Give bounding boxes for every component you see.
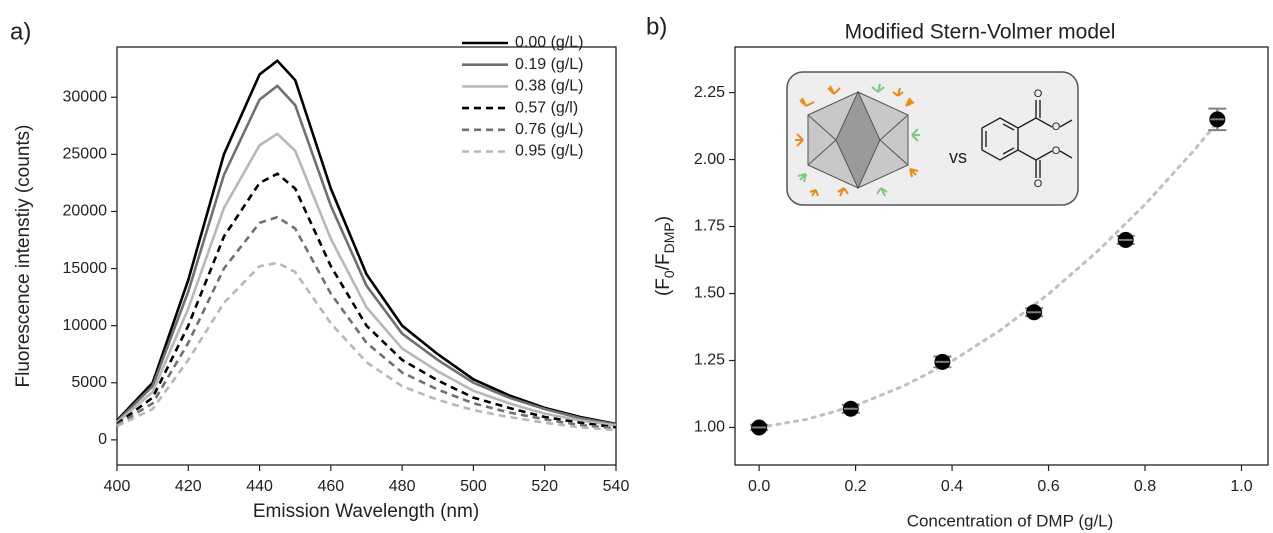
x-tick-label: 0.2: [844, 478, 866, 495]
inset: vs O O O O: [786, 71, 1079, 206]
x-tick-label: 1.0: [1230, 478, 1252, 495]
legend-label: 0.19 (g/L): [515, 56, 583, 73]
x-tick-label: 0.8: [1134, 478, 1156, 495]
x-axis-label: Concentration of DMP (g/L): [907, 511, 1114, 530]
series-line: [116, 261, 617, 432]
series-line: [116, 172, 617, 429]
series-line: [116, 132, 617, 427]
x-tick-label: 480: [389, 478, 416, 495]
y-tick-label: 1.75: [694, 218, 725, 235]
x-tick-label: 540: [603, 478, 630, 495]
plot-frame: [734, 46, 1269, 466]
y-tick-label: 1.00: [694, 419, 725, 436]
y-tick-label: 15000: [63, 260, 108, 277]
y-label-part: (F: [653, 278, 674, 296]
x-tick-label: 400: [104, 478, 131, 495]
x-tick-label: 0.0: [748, 478, 770, 495]
x-tick-label: 500: [460, 478, 487, 495]
antibodies: [795, 83, 920, 197]
atom-label: O: [1052, 121, 1061, 133]
chart-title: Modified Stern-Volmer model: [845, 21, 1116, 44]
y-tick-label: 20000: [63, 203, 108, 220]
series-line: [116, 58, 617, 426]
x-tick-label: 0.6: [1037, 478, 1059, 495]
y-tick-label: 1.50: [694, 285, 725, 302]
atom-label: O: [1052, 145, 1061, 157]
molecule: [981, 100, 1073, 178]
panel-label: a): [10, 18, 31, 45]
y-label-part: /F: [653, 253, 674, 270]
atom-label: O: [1034, 88, 1043, 100]
x-tick-label: 440: [246, 478, 273, 495]
legend-label: 0.00 (g/L): [515, 34, 583, 51]
y-tick-label: 25000: [63, 146, 108, 163]
panel-label: b): [646, 13, 667, 40]
x-tick-label: 520: [531, 478, 558, 495]
y-label-part: ): [653, 216, 674, 222]
legend-label: 0.57 (g/l): [515, 99, 578, 116]
x-axis-label: Emission Wavelength (nm): [253, 501, 479, 522]
legend-label: 0.95 (g/L): [515, 143, 583, 160]
x-tick-label: 0.4: [941, 478, 963, 495]
x-tick-label: 460: [318, 478, 345, 495]
y-label-part: DMP: [661, 222, 677, 253]
y-tick-label: 10000: [63, 317, 108, 334]
y-tick-label: 2.00: [694, 151, 725, 168]
series-line: [116, 84, 617, 426]
series-line: [116, 215, 617, 430]
atom-label: O: [1034, 178, 1043, 190]
crystal-face: [835, 90, 881, 190]
y-tick-label: 5000: [71, 374, 107, 391]
crystal-edge: [807, 114, 837, 166]
legend-label: 0.76 (g/L): [515, 121, 583, 138]
y-label-part: 0: [661, 270, 677, 278]
legend-label: 0.38 (g/L): [515, 78, 583, 95]
y-tick-label: 1.25: [694, 352, 725, 369]
y-tick-label: 30000: [63, 88, 108, 105]
fit-line: [757, 121, 1219, 429]
y-axis-label: (F0/FDMP): [653, 216, 677, 296]
y-axis-label: Fluorescence intenstiy (counts): [13, 125, 34, 388]
inset-label: vs: [949, 147, 967, 167]
y-tick-label: 0: [98, 431, 107, 448]
x-tick-label: 420: [175, 478, 202, 495]
plot-frame: [116, 46, 617, 466]
y-tick-label: 2.25: [694, 84, 725, 101]
crystal-edge: [879, 114, 909, 166]
